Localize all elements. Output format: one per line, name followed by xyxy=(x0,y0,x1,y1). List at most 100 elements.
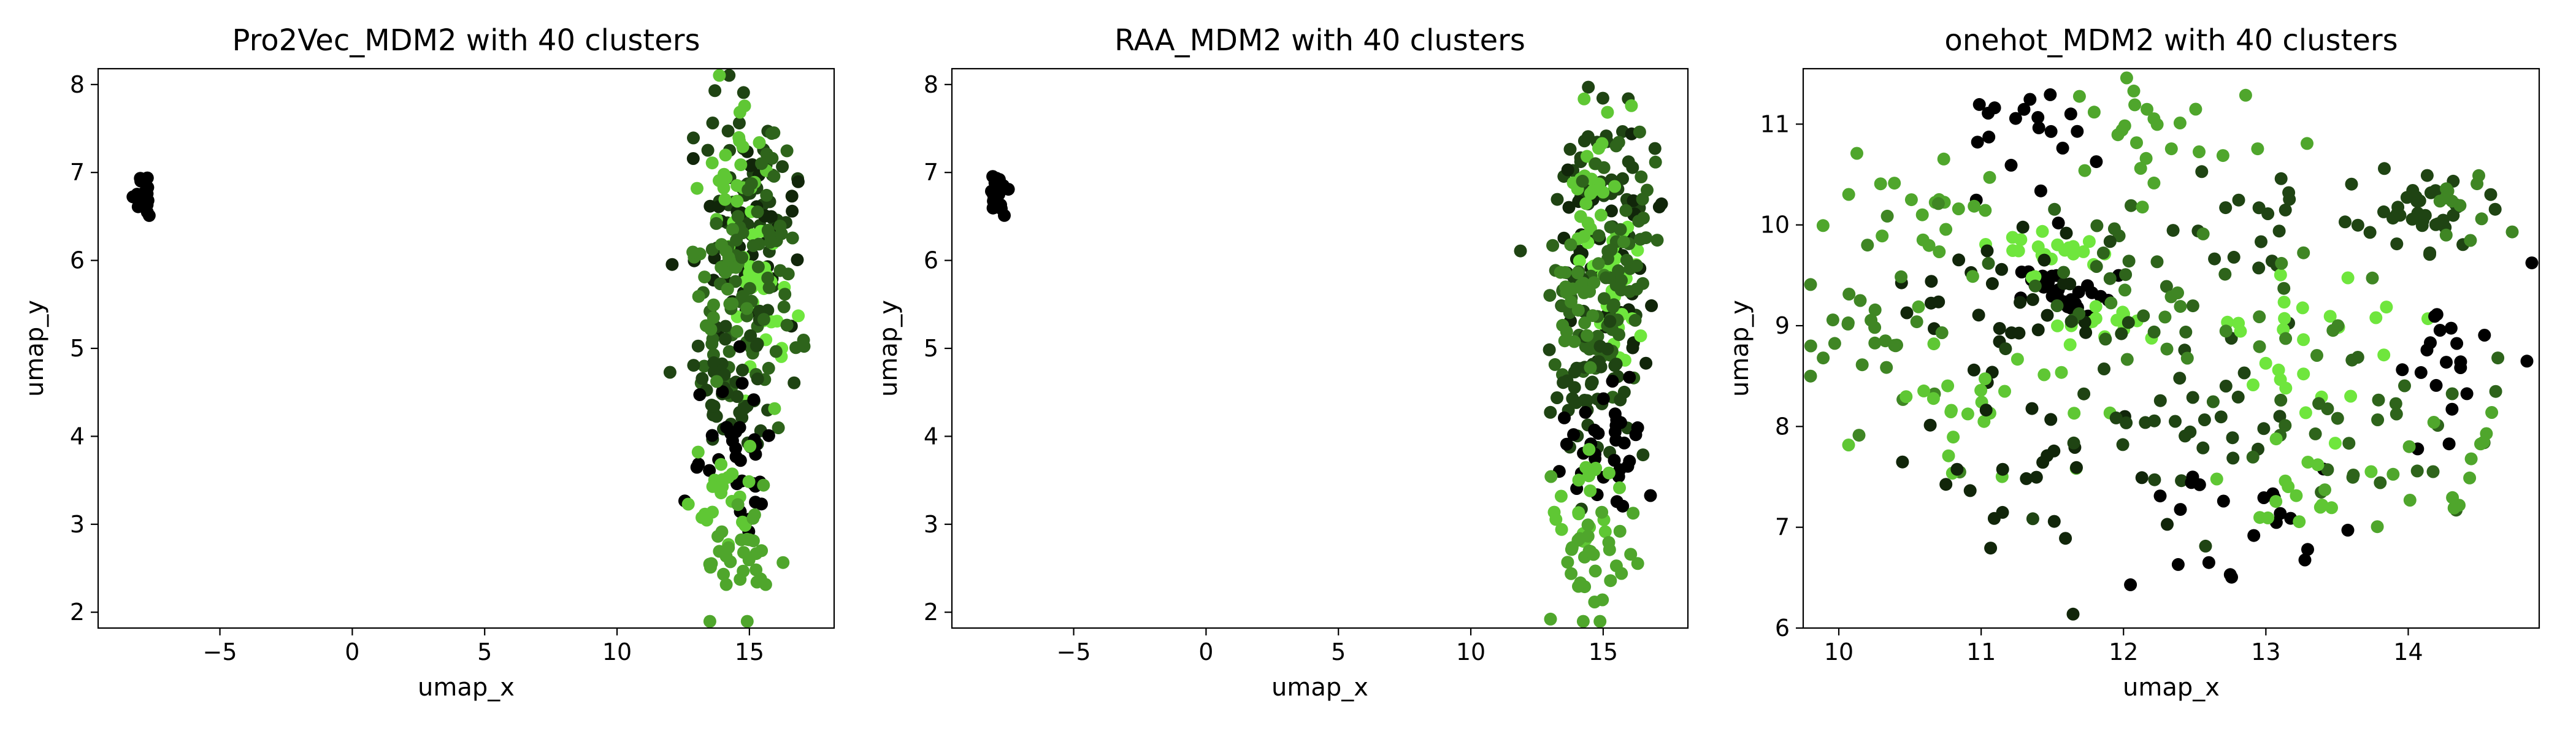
scatter-point xyxy=(681,497,695,511)
scatter-point xyxy=(2070,461,2083,474)
scatter-point xyxy=(1544,612,1557,626)
scatter-point xyxy=(762,361,775,375)
scatter-point xyxy=(2195,165,2209,178)
chart-raa: RAA_MDM2 with 40 clusters umap_x umap_y … xyxy=(875,23,1689,702)
y-axis-label: umap_y xyxy=(875,300,903,397)
scatter-point xyxy=(1861,239,1874,252)
scatter-point xyxy=(1581,394,1593,407)
x-axis-ticks: −5 0 5 10 15 xyxy=(203,628,764,665)
scatter-point xyxy=(2161,518,2174,531)
scatter-point xyxy=(2219,324,2233,338)
x-tick-label: −5 xyxy=(203,638,237,665)
scatter-point xyxy=(1558,411,1571,424)
scatter-point xyxy=(2283,193,2296,206)
scatter-point xyxy=(2166,224,2180,237)
scatter-point xyxy=(2426,465,2440,478)
y-tick-label: 9 xyxy=(1775,312,1790,339)
y-tick-label: 2 xyxy=(70,599,85,626)
scatter-point xyxy=(1603,315,1617,328)
scatter-point xyxy=(2342,437,2356,450)
scatter-point xyxy=(2147,176,2161,190)
scatter-point xyxy=(1816,219,1830,232)
scatter-point xyxy=(2118,119,2131,132)
scatter-point xyxy=(1636,212,1650,225)
y-tick-label: 5 xyxy=(924,335,938,362)
chart-pro2vec: Pro2Vec_MDM2 with 40 clusters umap_x uma… xyxy=(21,23,835,702)
scatter-point xyxy=(1572,506,1585,519)
scatter-point xyxy=(2420,169,2434,182)
scatter-point xyxy=(1585,376,1598,389)
scatter-point xyxy=(1572,473,1585,487)
scatter-point xyxy=(755,157,769,171)
scatter-point xyxy=(2445,402,2459,416)
scatter-point xyxy=(2232,316,2245,330)
x-tick-label: −5 xyxy=(1057,638,1091,665)
scatter-point xyxy=(1952,253,1966,267)
scatter-point xyxy=(2439,228,2453,242)
scatter-point xyxy=(2216,149,2229,163)
scatter-point xyxy=(2098,362,2110,375)
scatter-point xyxy=(710,217,723,230)
scatter-point xyxy=(1633,125,1646,139)
scatter-point xyxy=(2068,407,2081,420)
scatter-point xyxy=(1570,396,1583,409)
scatter-point xyxy=(1631,557,1644,570)
scatter-point xyxy=(1937,152,1950,166)
scatter-point xyxy=(2104,296,2118,310)
scatter-point xyxy=(726,467,739,481)
scatter-point xyxy=(2279,332,2293,345)
scatter-point xyxy=(2148,473,2161,486)
scatter-point xyxy=(2429,184,2442,197)
scatter-point xyxy=(2020,472,2033,485)
scatter-point xyxy=(2047,515,2061,528)
scatter-point xyxy=(772,421,785,434)
scatter-point xyxy=(1582,468,1596,481)
scatter-point xyxy=(1573,532,1586,545)
scatter-point xyxy=(2378,162,2391,175)
scatter-point xyxy=(1567,428,1581,442)
scatter-point xyxy=(696,511,708,524)
scatter-point xyxy=(1950,462,1964,476)
scatter-point xyxy=(1896,455,1909,469)
scatter-point xyxy=(1619,204,1633,217)
scatter-point xyxy=(2026,293,2039,306)
scatter-point xyxy=(1623,454,1636,468)
scatter-point xyxy=(2169,415,2182,428)
scatter-point xyxy=(1608,454,1621,467)
scatter-point xyxy=(2428,310,2442,323)
scatter-point xyxy=(1963,484,1977,497)
scatter-point xyxy=(2450,337,2464,350)
scatter-point xyxy=(761,271,775,285)
scatter-point xyxy=(2127,84,2141,98)
scatter-point xyxy=(1579,197,1593,210)
y-tick-label: 3 xyxy=(70,511,85,538)
y-tick-label: 6 xyxy=(1775,615,1790,642)
scatter-point xyxy=(1995,263,2008,276)
scatter-point xyxy=(723,297,737,310)
scatter-point xyxy=(2440,356,2453,369)
scatter-point xyxy=(687,131,700,145)
scatter-point xyxy=(2180,351,2194,365)
scatter-point xyxy=(1561,556,1574,569)
scatter-point xyxy=(2351,351,2364,364)
scatter-point xyxy=(773,220,787,233)
scatter-point xyxy=(1804,369,1817,383)
scatter-point xyxy=(719,332,732,346)
scatter-point xyxy=(2196,227,2210,240)
scatter-point xyxy=(732,131,746,144)
scatter-point xyxy=(2371,413,2385,426)
scatter-point xyxy=(2050,299,2064,312)
scatter-point xyxy=(1925,296,1938,310)
scatter-point xyxy=(1868,336,1882,350)
scatter-point xyxy=(1904,193,1918,207)
scatter-point xyxy=(2231,390,2245,404)
scatter-point xyxy=(2474,437,2487,451)
scatter-point xyxy=(2063,296,2077,310)
y-axis-ticks: 2 3 4 5 6 7 8 xyxy=(70,71,98,626)
scatter-point xyxy=(2464,234,2477,247)
scatter-point xyxy=(2274,172,2288,185)
scatter-point xyxy=(2347,469,2360,481)
scatter-point xyxy=(1568,335,1581,348)
scatter-point xyxy=(2484,188,2497,201)
scatter-point xyxy=(2056,142,2069,155)
